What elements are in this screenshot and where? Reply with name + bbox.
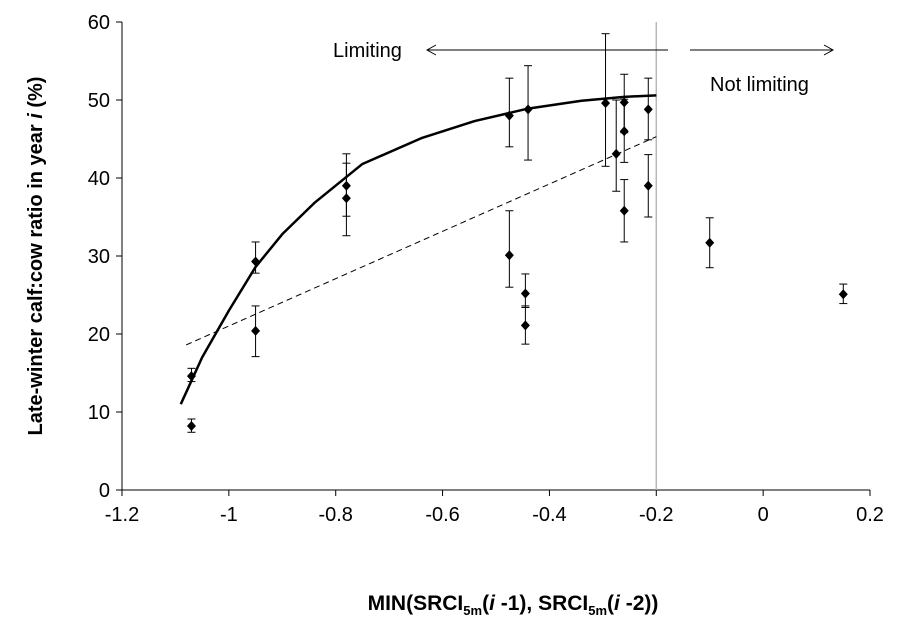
y-label-italic: i bbox=[25, 113, 47, 119]
x-tick-label: 0.2 bbox=[856, 504, 884, 526]
data-marker bbox=[705, 237, 715, 248]
data-marker bbox=[643, 104, 653, 115]
y-label-main: Late-winter calf:cow ratio in year bbox=[25, 119, 47, 436]
data-marker bbox=[523, 104, 533, 115]
data-marker bbox=[186, 421, 196, 432]
y-tick-label: 60 bbox=[88, 12, 110, 34]
annotation-limiting: Limiting bbox=[333, 40, 402, 62]
data-marker bbox=[619, 205, 629, 216]
y-tick-label: 40 bbox=[88, 168, 110, 190]
x-tick-label: -1.2 bbox=[105, 504, 139, 526]
data-point bbox=[186, 367, 196, 383]
data-point bbox=[523, 65, 533, 161]
y-tick-label: 50 bbox=[88, 90, 110, 112]
x-label-part: -1), SRCI bbox=[495, 592, 588, 615]
data-marker bbox=[341, 193, 351, 204]
data-marker bbox=[601, 98, 611, 109]
fit-curve bbox=[179, 94, 657, 405]
data-point bbox=[520, 273, 530, 308]
data-point bbox=[251, 305, 261, 358]
data-point bbox=[705, 217, 715, 269]
data-point bbox=[643, 154, 653, 218]
y-tick-label: 10 bbox=[88, 402, 110, 424]
y-tick-label: 30 bbox=[88, 246, 110, 268]
data-marker bbox=[838, 289, 848, 300]
data-marker bbox=[186, 371, 196, 382]
data-marker bbox=[504, 110, 514, 121]
x-tick-label: -0.6 bbox=[425, 504, 459, 526]
x-tick-label: -0.4 bbox=[532, 504, 566, 526]
data-point bbox=[251, 241, 261, 274]
trend-layer bbox=[185, 136, 657, 346]
points-layer bbox=[186, 33, 848, 433]
data-marker bbox=[643, 180, 653, 191]
x-label-part: ( bbox=[607, 592, 614, 615]
data-marker bbox=[611, 148, 621, 159]
data-point bbox=[504, 77, 514, 148]
x-label-italic: i bbox=[614, 592, 621, 615]
data-marker bbox=[251, 325, 261, 336]
x-label-part: ( bbox=[482, 592, 489, 615]
arrow-not-limiting-head bbox=[823, 44, 835, 56]
data-point bbox=[838, 283, 848, 305]
data-marker bbox=[520, 288, 530, 299]
y-tick-label: 0 bbox=[99, 480, 110, 502]
y-axis-label: Late-winter calf:cow ratio in year i (%) bbox=[25, 77, 47, 436]
x-tick-label: 0 bbox=[758, 504, 769, 526]
annotations: Limiting Not limiting bbox=[333, 40, 835, 96]
data-marker bbox=[619, 126, 629, 137]
curve-layer bbox=[179, 94, 657, 405]
y-label-end: (%) bbox=[25, 77, 47, 114]
y-tick-label: 20 bbox=[88, 324, 110, 346]
arrow-limiting-head bbox=[425, 44, 437, 56]
data-point bbox=[643, 77, 653, 141]
x-label-italic: i bbox=[489, 592, 496, 615]
x-label-subscript: 5m bbox=[588, 603, 607, 618]
x-label-part: -2)) bbox=[620, 592, 659, 615]
x-tick-label: -0.8 bbox=[318, 504, 352, 526]
x-label-part: MIN(SRCI bbox=[368, 592, 464, 615]
data-point bbox=[611, 99, 621, 192]
x-axis-label: MIN(SRCI5m(i -1), SRCI5m(i -2)) bbox=[368, 592, 659, 618]
ticks-layer: -1.2 -1 -0.8 -0.6 -0.4 -0.2 0 0.2 0 10 20 30 40 50 60 bbox=[88, 12, 884, 526]
data-marker bbox=[504, 250, 514, 261]
data-point bbox=[619, 98, 629, 163]
x-label-subscript: 5m bbox=[463, 603, 482, 618]
data-marker bbox=[251, 256, 261, 267]
data-point bbox=[520, 305, 530, 345]
x-tick-label: -0.2 bbox=[639, 504, 673, 526]
data-point bbox=[619, 179, 629, 243]
data-point bbox=[504, 210, 514, 288]
data-marker bbox=[520, 320, 530, 331]
data-point bbox=[186, 418, 196, 433]
trend-line bbox=[185, 136, 657, 346]
data-point bbox=[341, 162, 351, 237]
annotation-not-limiting: Not limiting bbox=[710, 74, 809, 96]
data-point bbox=[601, 33, 611, 167]
x-tick-label: -1 bbox=[220, 504, 238, 526]
